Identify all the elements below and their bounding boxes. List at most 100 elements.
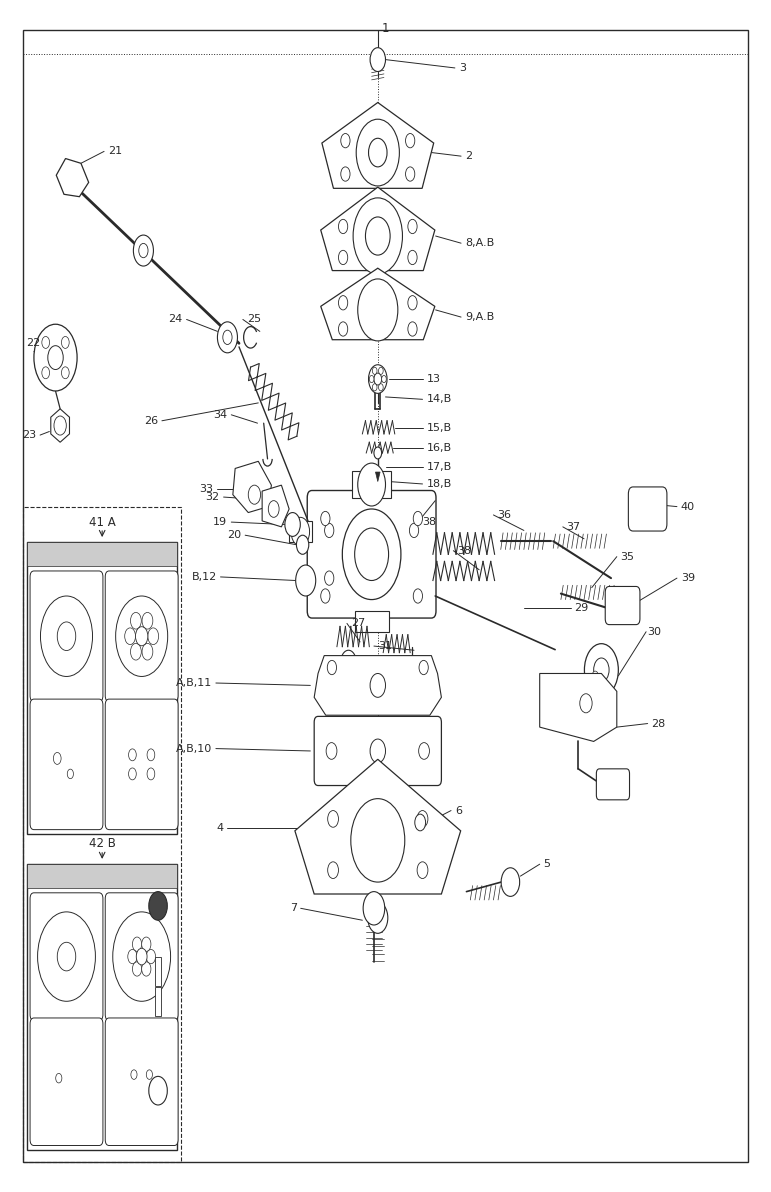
Circle shape (370, 673, 386, 697)
Text: 26: 26 (144, 416, 158, 426)
Polygon shape (56, 159, 89, 197)
Circle shape (34, 324, 77, 391)
Circle shape (417, 862, 428, 879)
Circle shape (406, 167, 415, 181)
Text: 36: 36 (497, 510, 511, 520)
Polygon shape (375, 472, 380, 482)
Polygon shape (315, 656, 441, 715)
Circle shape (295, 565, 316, 596)
Circle shape (146, 949, 156, 963)
Text: 15,B: 15,B (426, 423, 452, 433)
FancyBboxPatch shape (105, 893, 178, 1020)
Circle shape (136, 949, 147, 966)
Circle shape (417, 811, 428, 827)
Circle shape (368, 902, 388, 933)
Bar (27, 542, 177, 566)
Circle shape (419, 743, 429, 759)
Circle shape (341, 651, 356, 673)
Circle shape (133, 235, 153, 266)
Circle shape (406, 134, 415, 148)
Polygon shape (51, 409, 69, 442)
Circle shape (379, 384, 383, 391)
Circle shape (67, 769, 73, 778)
Circle shape (342, 509, 401, 600)
Circle shape (142, 937, 151, 951)
Text: 38: 38 (457, 546, 471, 555)
Circle shape (62, 367, 69, 379)
Circle shape (369, 365, 387, 393)
Circle shape (358, 462, 386, 505)
Text: 9,A.B: 9,A.B (465, 312, 494, 322)
Text: 23: 23 (22, 430, 36, 440)
Circle shape (139, 243, 148, 257)
Polygon shape (295, 759, 461, 894)
FancyBboxPatch shape (605, 586, 640, 625)
Circle shape (42, 367, 49, 379)
Circle shape (338, 322, 348, 336)
Circle shape (356, 119, 399, 186)
Circle shape (341, 134, 350, 148)
Circle shape (369, 138, 387, 167)
FancyBboxPatch shape (30, 1018, 103, 1146)
Circle shape (149, 1076, 167, 1105)
Circle shape (42, 336, 49, 348)
FancyBboxPatch shape (30, 571, 103, 701)
Circle shape (365, 217, 390, 255)
Text: 3: 3 (459, 63, 466, 73)
Circle shape (372, 384, 377, 391)
Bar (23, 507, 181, 1162)
Text: A,B,10: A,B,10 (176, 744, 212, 753)
Circle shape (131, 1070, 137, 1080)
FancyBboxPatch shape (597, 769, 629, 800)
Bar (288, 521, 311, 542)
Text: 7: 7 (290, 904, 297, 913)
Circle shape (53, 752, 61, 764)
Text: 1: 1 (382, 23, 389, 35)
Circle shape (130, 613, 141, 629)
Circle shape (38, 912, 96, 1001)
Circle shape (148, 628, 159, 645)
Circle shape (142, 613, 153, 629)
Circle shape (584, 644, 618, 696)
FancyBboxPatch shape (105, 571, 178, 701)
Circle shape (217, 322, 237, 353)
Circle shape (326, 743, 337, 759)
Text: 20: 20 (227, 530, 241, 540)
Circle shape (136, 627, 148, 646)
Text: 41 A: 41 A (89, 516, 116, 528)
Text: 39: 39 (681, 573, 695, 583)
Circle shape (338, 250, 348, 265)
Circle shape (248, 485, 261, 504)
Circle shape (128, 949, 137, 963)
Polygon shape (262, 485, 289, 527)
Text: 21: 21 (108, 147, 122, 156)
Circle shape (413, 511, 423, 526)
Bar (352, 471, 391, 498)
Bar (27, 864, 177, 888)
Circle shape (48, 346, 63, 370)
FancyBboxPatch shape (30, 893, 103, 1020)
Circle shape (351, 799, 405, 882)
Circle shape (129, 749, 136, 760)
Circle shape (374, 447, 382, 459)
Circle shape (379, 367, 383, 374)
Text: 13: 13 (426, 374, 440, 384)
Bar (27, 542, 177, 834)
Text: 32: 32 (206, 492, 220, 502)
Text: 17,B: 17,B (426, 462, 452, 472)
Circle shape (328, 811, 338, 827)
Circle shape (501, 868, 520, 896)
Text: 24: 24 (169, 315, 183, 324)
Bar (155, 957, 161, 986)
Polygon shape (233, 461, 271, 513)
Text: 38: 38 (422, 517, 436, 527)
Circle shape (358, 279, 398, 341)
Text: 18,B: 18,B (426, 479, 452, 489)
Circle shape (113, 912, 170, 1001)
Circle shape (133, 962, 142, 976)
Text: 30: 30 (648, 627, 662, 637)
Text: 35: 35 (621, 552, 635, 561)
Polygon shape (321, 268, 435, 340)
Circle shape (355, 528, 389, 581)
FancyBboxPatch shape (30, 699, 103, 830)
